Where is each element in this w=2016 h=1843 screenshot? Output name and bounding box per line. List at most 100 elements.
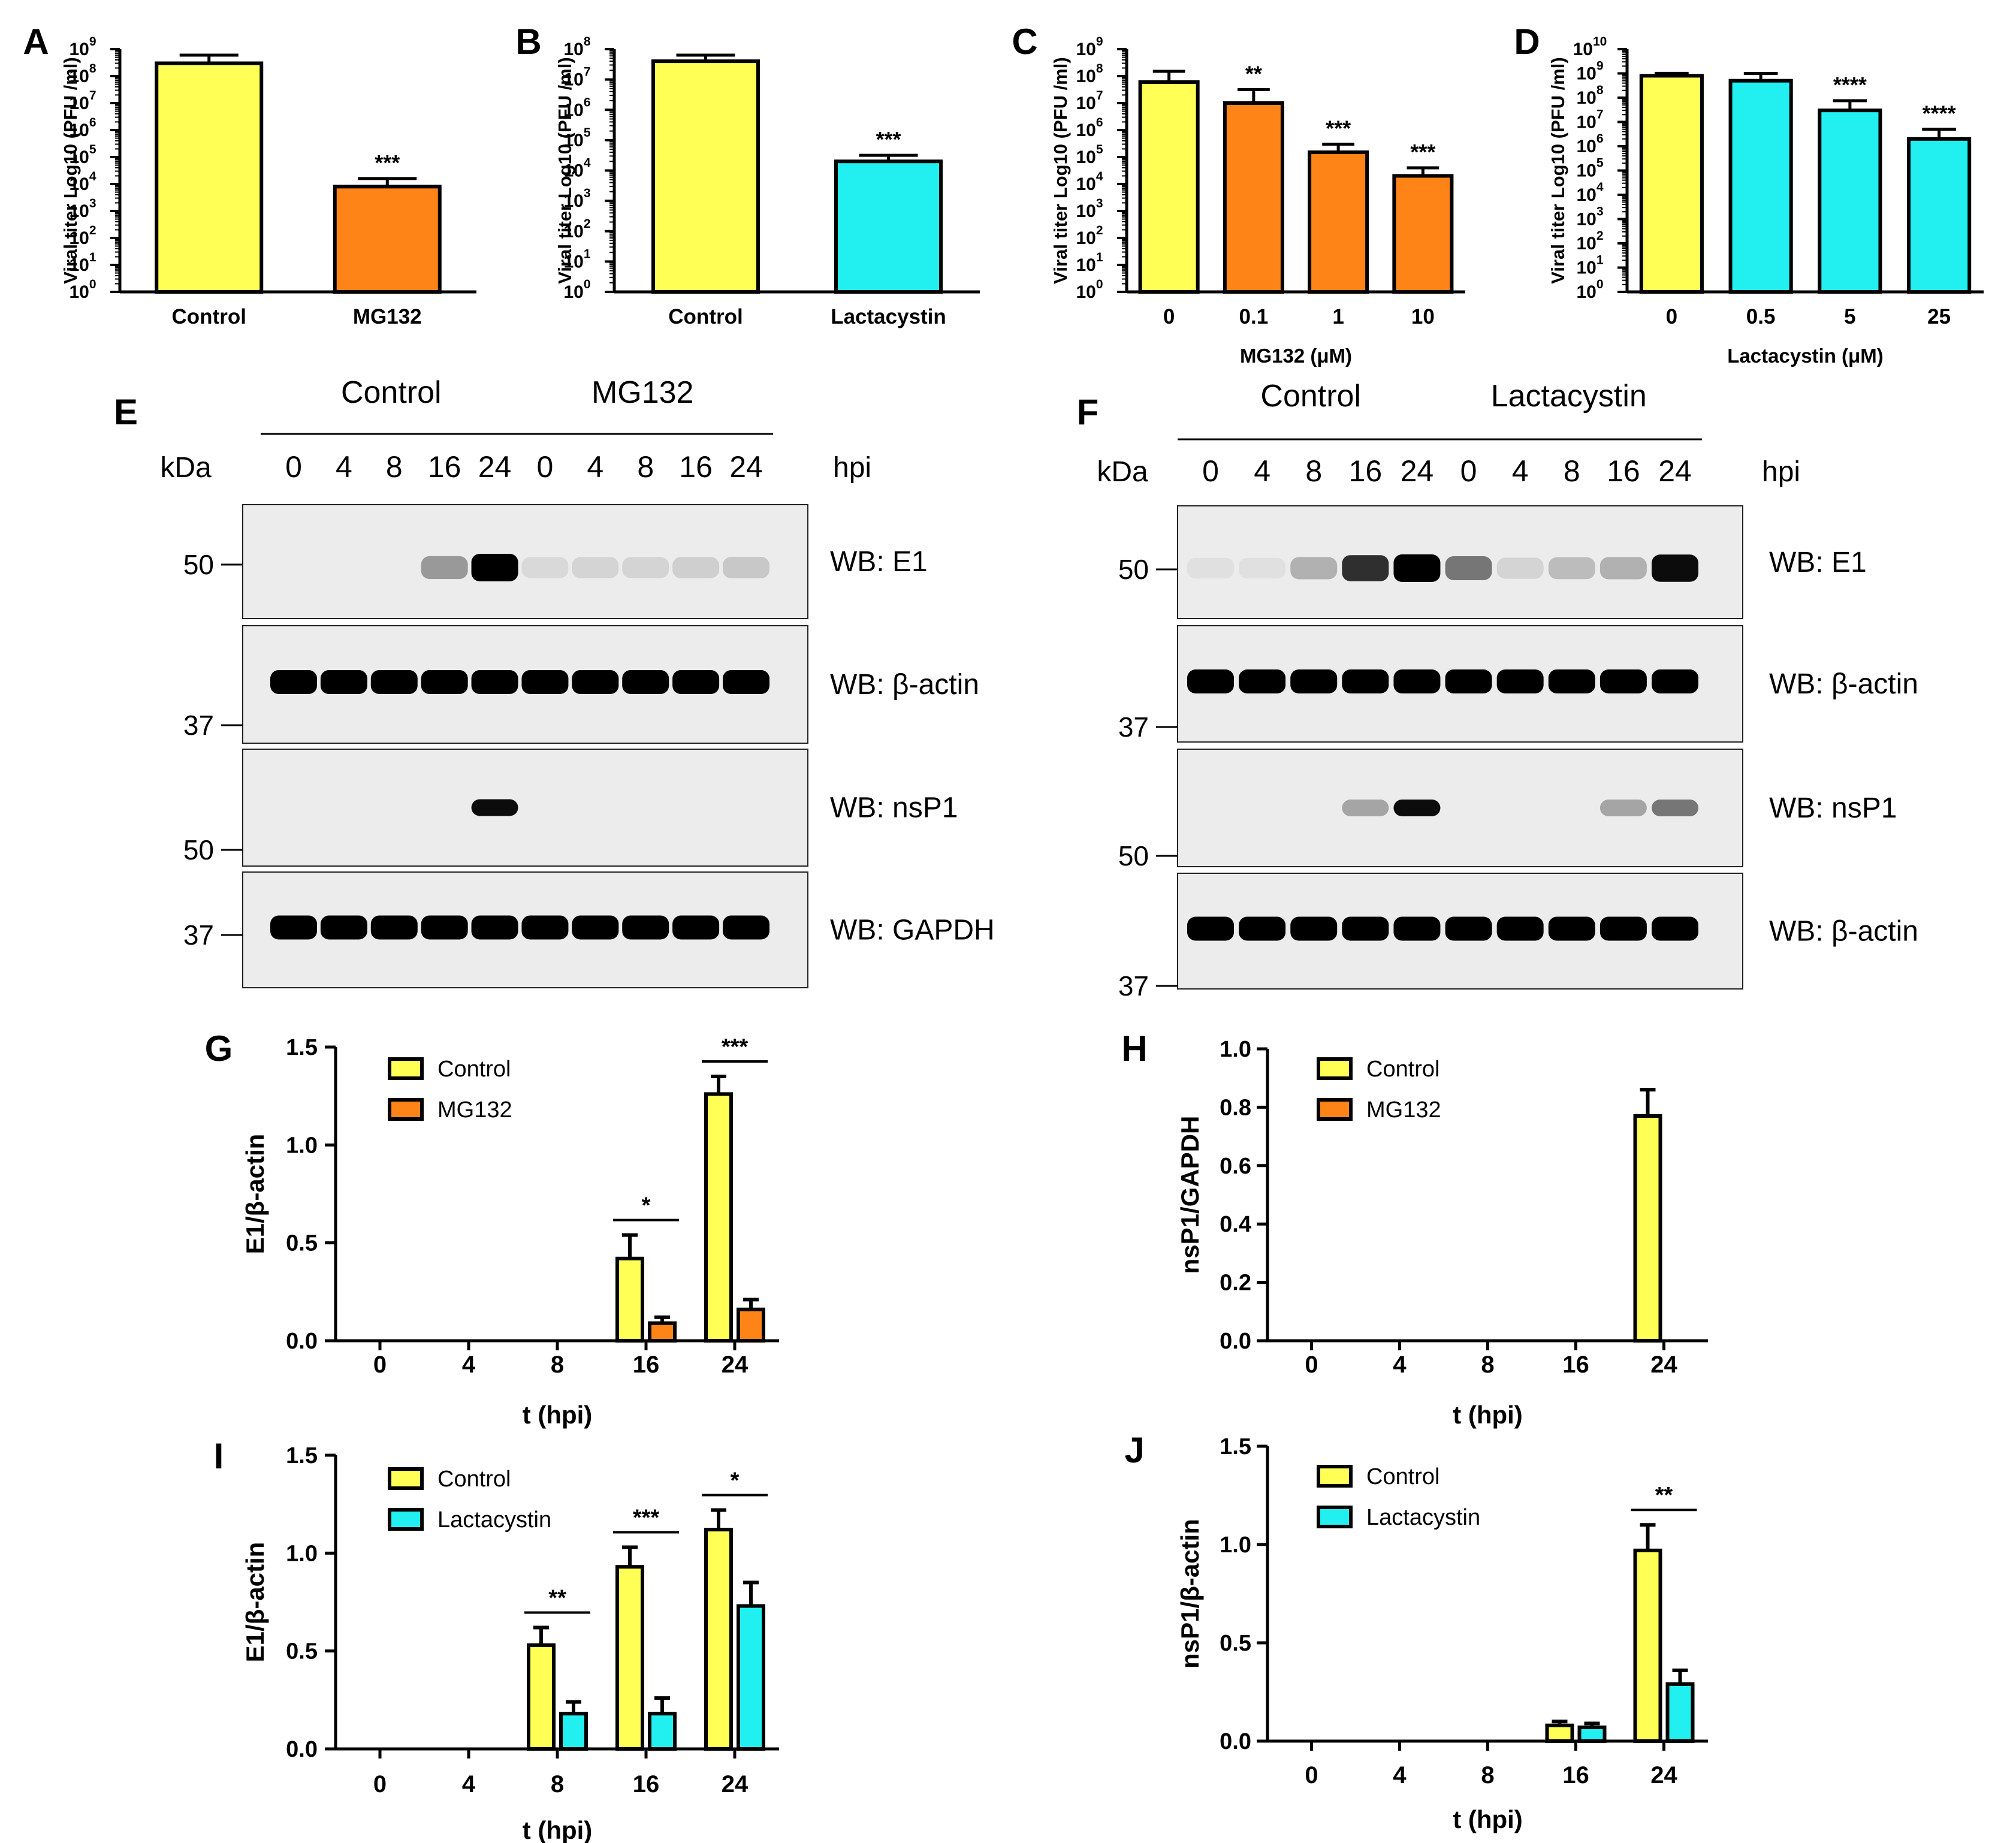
y-tick-exponent: 7 [89,89,96,102]
y-tick-label: 1010 [1573,35,1607,59]
y-tick-exponent: 7 [584,65,591,79]
y-tick-exponent: 7 [1096,89,1103,102]
legend-label: MG132 [437,1097,512,1123]
y-tick-label: 101 [1576,254,1603,278]
y-tick-label: 103 [1076,197,1103,221]
kda-label: kDa [160,452,212,484]
panel-letter: I [214,1436,224,1476]
x-tick-label: 4 [1393,1762,1407,1788]
significance-label: ** [1245,62,1262,86]
blot-band [1652,800,1698,816]
blot-band [1187,557,1234,579]
blot-band [723,670,769,694]
blot-band [1652,916,1698,941]
legend-swatch [388,1057,424,1080]
y-tick-label: 101 [563,247,590,272]
blot-band [1445,916,1492,941]
blot-band [622,670,669,694]
y-tick-exponent: 3 [584,186,591,200]
y-tick-exponent: 5 [1596,156,1604,170]
y-tick-exponent: 1 [1096,251,1103,264]
y-tick-label: 0.0 [286,1737,318,1762]
y-axis-label: Viral titer Log10 (PFU /ml) [60,57,81,283]
y-tick-base: 10 [1076,120,1095,140]
legend-label: Control [1366,1464,1440,1489]
blot-band [1548,916,1595,941]
lane-label: 16 [1349,454,1383,488]
y-tick-exponent: 9 [89,35,96,49]
y-tick-label: 101 [1076,251,1103,275]
blot-F: F Control Lactacystin kDa 0 4 8 16 24 0 4 8 16 24 hpi W… [1077,379,1918,1002]
bar [527,1643,556,1751]
lane-group-label: Lactacystin [1491,379,1647,414]
x-tick-label: 24 [722,1352,749,1378]
y-tick-base: 10 [1076,201,1095,221]
lane-group-label: Control [341,375,442,410]
x-tick-label: 0 [1305,1762,1318,1788]
legend-swatch [388,1508,424,1531]
bar [834,159,943,294]
y-tick-exponent: 0 [1596,277,1604,291]
blot-label: WB: E1 [1769,547,1867,578]
blot-band [1599,800,1647,816]
blot-band [370,670,418,694]
lane-label: 4 [587,450,603,484]
chart-J: J 0.0 0.5 1.0 1.5 nsP1/β-actin t (hpi) 0 4 8 16 24 *… [1124,1430,1708,1833]
y-tick-base: 10 [563,191,583,211]
blot-band [1342,800,1389,816]
x-tick-label: 24 [1650,1762,1677,1788]
chart-H: H 0.0 0.2 0.4 0.6 0.8 1.0 nsP1/GAPDH t (hpi) 0 4 8 1… [1121,1028,1708,1429]
y-tick-label: 105 [1576,156,1603,181]
kda-marker-label: 37 [183,710,214,741]
lane-label: 8 [1564,454,1580,488]
blot-band [521,670,569,694]
kda-marker-label: 50 [183,834,214,865]
significance-label: **** [1833,73,1867,97]
blot-band [1393,669,1441,693]
y-tick-label: 103 [69,197,96,221]
significance-label: ** [1655,1483,1673,1508]
lane-label: 24 [729,450,763,484]
bar [559,1712,588,1751]
y-tick-exponent: 0 [1096,277,1103,291]
blot-band [471,670,518,694]
blot-band [1599,557,1647,580]
lane-label: 4 [336,450,352,484]
y-tick-base: 10 [1576,234,1596,254]
y-tick-label: 102 [1576,229,1603,254]
blot-band [672,670,720,694]
legend-swatch [388,1467,424,1490]
lane-label: 8 [637,450,654,484]
y-tick-exponent: 6 [89,116,96,129]
x-tick-label: 4 [1393,1352,1407,1378]
y-tick-label: 109 [69,35,96,59]
lane-label: 0 [537,450,554,484]
y-tick-exponent: 4 [584,156,591,170]
y-tick-label: 102 [563,217,590,242]
y-tick-base: 10 [563,40,583,59]
y-tick-base: 10 [69,201,89,221]
kda-marker-label: 50 [1118,554,1149,585]
y-tick-base: 10 [69,93,89,113]
x-axis-label: t (hpi) [1453,1401,1523,1429]
y-tick-label: 108 [1076,62,1103,86]
bar [1633,1114,1662,1343]
blot-band [1290,669,1338,693]
y-tick-base: 10 [1576,282,1596,302]
blot-band [622,557,669,578]
blot-band [1239,916,1286,941]
blot-band [622,915,669,940]
blot-label: WB: nsP1 [830,792,958,824]
y-tick-base: 10 [563,252,583,272]
blot-label: WB: β-actin [830,669,979,701]
bar [1728,79,1793,294]
y-tick-exponent: 3 [1596,205,1604,219]
y-tick-label: 104 [563,156,590,181]
y-tick-label: 109 [1576,59,1603,84]
legend-label: Control [437,1467,511,1492]
x-tick-label: 16 [1562,1762,1589,1788]
y-tick-base: 10 [1076,147,1095,167]
panel-letter: A [23,22,49,62]
